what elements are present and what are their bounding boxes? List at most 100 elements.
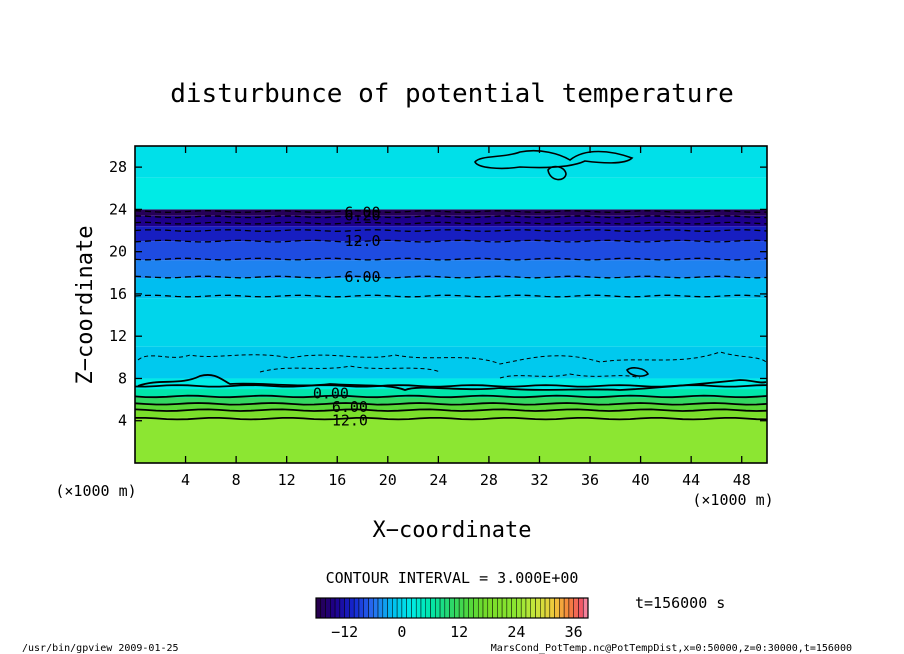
color-bands: [135, 146, 767, 463]
x-tick-label: 24: [429, 471, 447, 489]
cloud-contour: [625, 367, 650, 377]
x-tick-label: 28: [480, 471, 498, 489]
colorbar-cell: [568, 597, 574, 619]
x-unit-left: (×1000 m): [55, 482, 136, 500]
colorbar-cell: [454, 597, 460, 619]
colorbar-cell: [506, 597, 512, 619]
color-band: [135, 403, 767, 411]
x-tick-label: 44: [682, 471, 700, 489]
contour-line: [134, 275, 768, 279]
x-tick-label: 32: [530, 471, 548, 489]
contour-line: [134, 210, 768, 213]
colorbar-cell: [473, 597, 479, 619]
contour-line: [134, 229, 768, 232]
x-unit-right: (×1000 m): [692, 491, 773, 509]
x-tick-label: 4: [181, 471, 190, 489]
color-band: [135, 389, 767, 398]
color-band: [135, 260, 767, 279]
x-tick-label: 40: [632, 471, 650, 489]
colorbar-cell: [468, 597, 474, 619]
color-band: [135, 410, 767, 418]
colorbar-cell: [439, 597, 446, 619]
colorbar-cell: [420, 597, 427, 619]
colorbar-cell: [582, 597, 589, 619]
contour-line: [134, 215, 768, 219]
contour-line: [134, 294, 768, 298]
contour-label: 12.0: [332, 412, 368, 430]
color-band: [135, 298, 767, 347]
contour-label: 12.0: [344, 232, 380, 250]
colorbar-cell: [449, 597, 455, 619]
y-tick-label: 4: [118, 412, 127, 430]
plot-frame: [134, 145, 768, 464]
colorbar-cell: [497, 597, 503, 619]
footer-right: MarsCond_PotTemp.nc@PotTempDist,x=0:5000…: [491, 643, 852, 654]
x-tick-label: 12: [278, 471, 296, 489]
contour-label: 6.00: [332, 398, 368, 416]
colorbar-cell: [554, 597, 560, 619]
colorbar-cell: [425, 597, 431, 619]
colorbar-cell: [549, 597, 555, 619]
cloud-contour: [547, 165, 567, 181]
contour-label: 0.00: [313, 384, 349, 402]
colorbar-cell: [315, 597, 322, 619]
colorbar-cell: [339, 597, 345, 619]
contour-label: 6.00: [344, 204, 380, 222]
colorbar-cell: [563, 597, 570, 619]
colorbar-cell: [444, 597, 450, 619]
color-band: [135, 397, 767, 404]
x-tick-label: 16: [328, 471, 346, 489]
y-tick-label: 8: [118, 369, 127, 387]
x-tick-label: 8: [232, 471, 241, 489]
zero-contour-wavy: [137, 374, 767, 391]
colorbar-cell: [525, 597, 531, 619]
x-tick-label: 20: [379, 471, 397, 489]
contour-line: [134, 408, 768, 412]
colorbar-cell: [368, 597, 374, 619]
y-tick-label: 16: [109, 285, 127, 303]
colorbar-ticks: −12 0 12 24 36: [331, 623, 583, 641]
colorbar-tick-label: 0: [397, 623, 406, 641]
chart-title: disturbunce of potential temperature: [170, 79, 734, 109]
colorbar-cell: [382, 597, 388, 619]
colorbar-cell: [492, 597, 498, 619]
colorbar-cell: [477, 597, 484, 619]
color-band: [135, 378, 767, 390]
colorbar-cell: [559, 597, 565, 619]
colorbar-cell: [406, 597, 412, 619]
contour-label: 6.00: [344, 268, 380, 286]
x-tick-label: 48: [733, 471, 751, 489]
color-band: [135, 226, 767, 242]
colorbar-cell: [325, 597, 331, 619]
colorbar-cell: [363, 597, 369, 619]
colorbar-tick-label: 24: [507, 623, 525, 641]
color-band: [135, 241, 767, 261]
colorbar-cell: [482, 597, 489, 619]
contour-line: [134, 239, 768, 243]
colorbar-tick-label: −12: [331, 623, 358, 641]
color-band: [135, 278, 767, 299]
x-tick-label: 36: [581, 471, 599, 489]
perturbation-contour: [137, 351, 767, 365]
y-tick-label: 20: [109, 243, 127, 261]
contour-blobs: [137, 149, 767, 391]
colorbar-cell: [401, 597, 407, 619]
colorbar-cell: [358, 597, 364, 619]
colorbar-cell: [320, 597, 326, 619]
colorbar-tick-label: 36: [565, 623, 583, 641]
x-axis-ticks: 4 8 12 16 20 24 28 32 36 40 44 48: [181, 146, 751, 489]
colorbar-cell: [487, 597, 493, 619]
y-tick-label: 24: [109, 200, 127, 218]
colorbar-cell: [373, 597, 379, 619]
perturbation-contour: [259, 365, 441, 373]
colorbar-cell: [344, 597, 350, 619]
colorbar-cell: [516, 597, 522, 619]
contour-line: [134, 394, 768, 399]
color-band: [135, 215, 767, 227]
colorbar-cell: [392, 597, 398, 619]
colorbar-cell: [377, 597, 384, 619]
colorbar-cell: [435, 597, 441, 619]
colorbar-cell: [501, 597, 508, 619]
